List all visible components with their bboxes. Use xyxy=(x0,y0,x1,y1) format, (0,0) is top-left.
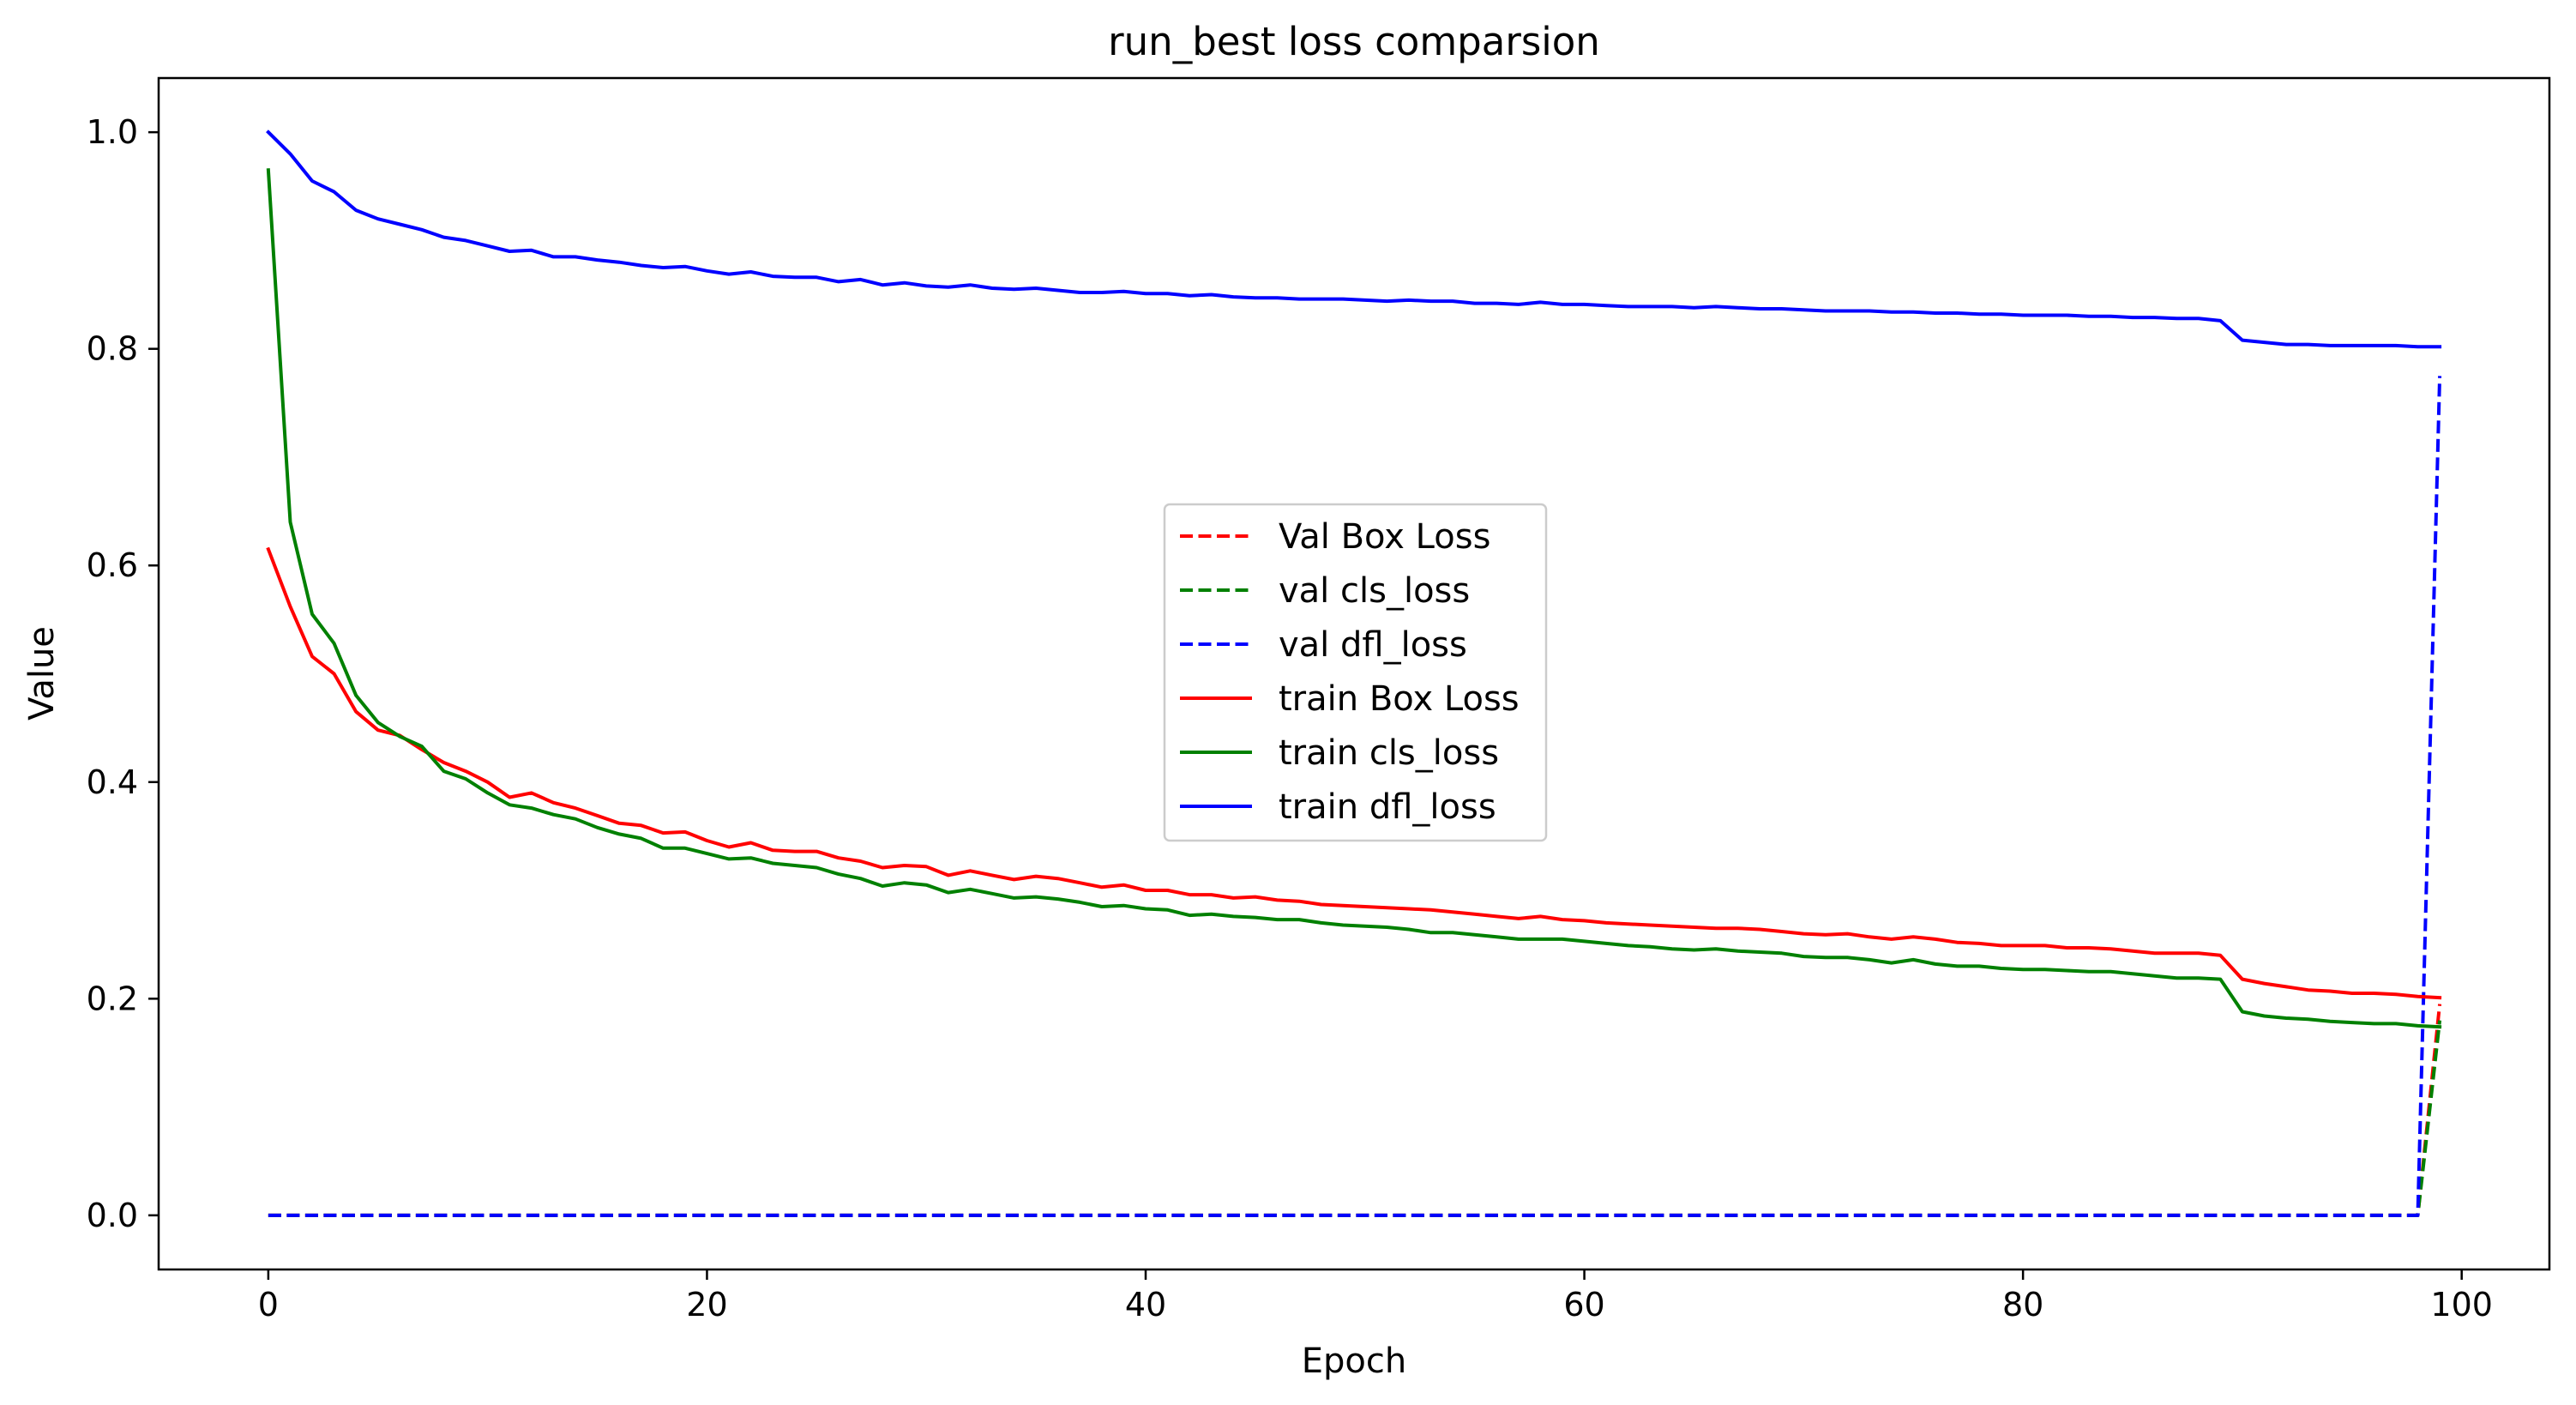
chart-title: run_best loss comparsion xyxy=(1108,19,1600,64)
series-layer xyxy=(266,130,2442,1217)
legend-label: val cls_loss xyxy=(1279,571,1470,611)
series-line-6 xyxy=(266,130,2442,349)
x-tick-label: 100 xyxy=(2430,1286,2493,1324)
y-tick-label: 0.0 xyxy=(87,1197,138,1234)
x-tick-label: 20 xyxy=(686,1286,727,1324)
x-axis: 0 20 40 60 80 100 xyxy=(258,1269,2493,1324)
series-line-3 xyxy=(268,376,2442,1217)
x-tick-label: 80 xyxy=(2002,1286,2043,1324)
x-tick-label: 40 xyxy=(1125,1286,1166,1324)
y-tick-label: 0.4 xyxy=(87,763,138,801)
legend-label: train cls_loss xyxy=(1279,733,1499,773)
y-axis: 0.0 0.2 0.4 0.6 0.8 1.0 xyxy=(87,113,159,1234)
x-tick-label: 60 xyxy=(1563,1286,1604,1324)
plot-frame xyxy=(157,76,2551,1271)
x-axis-title: Epoch xyxy=(1302,1342,1406,1381)
legend-label: val dfl_loss xyxy=(1279,625,1467,665)
series-line-5 xyxy=(266,168,2442,1029)
legend-label: Val Box Loss xyxy=(1279,517,1490,557)
x-tick-label: 0 xyxy=(258,1286,279,1324)
series-line-4 xyxy=(266,546,2442,1000)
y-tick-label: 1.0 xyxy=(87,113,138,151)
y-axis-title: Value xyxy=(22,626,62,721)
legend-box xyxy=(1163,503,1548,842)
legend-label: train Box Loss xyxy=(1279,679,1520,719)
y-tick-label: 0.2 xyxy=(87,980,138,1017)
y-tick-label: 0.8 xyxy=(87,330,138,368)
y-tick-label: 0.6 xyxy=(87,546,138,584)
legend-label: train dfl_loss xyxy=(1279,787,1496,827)
